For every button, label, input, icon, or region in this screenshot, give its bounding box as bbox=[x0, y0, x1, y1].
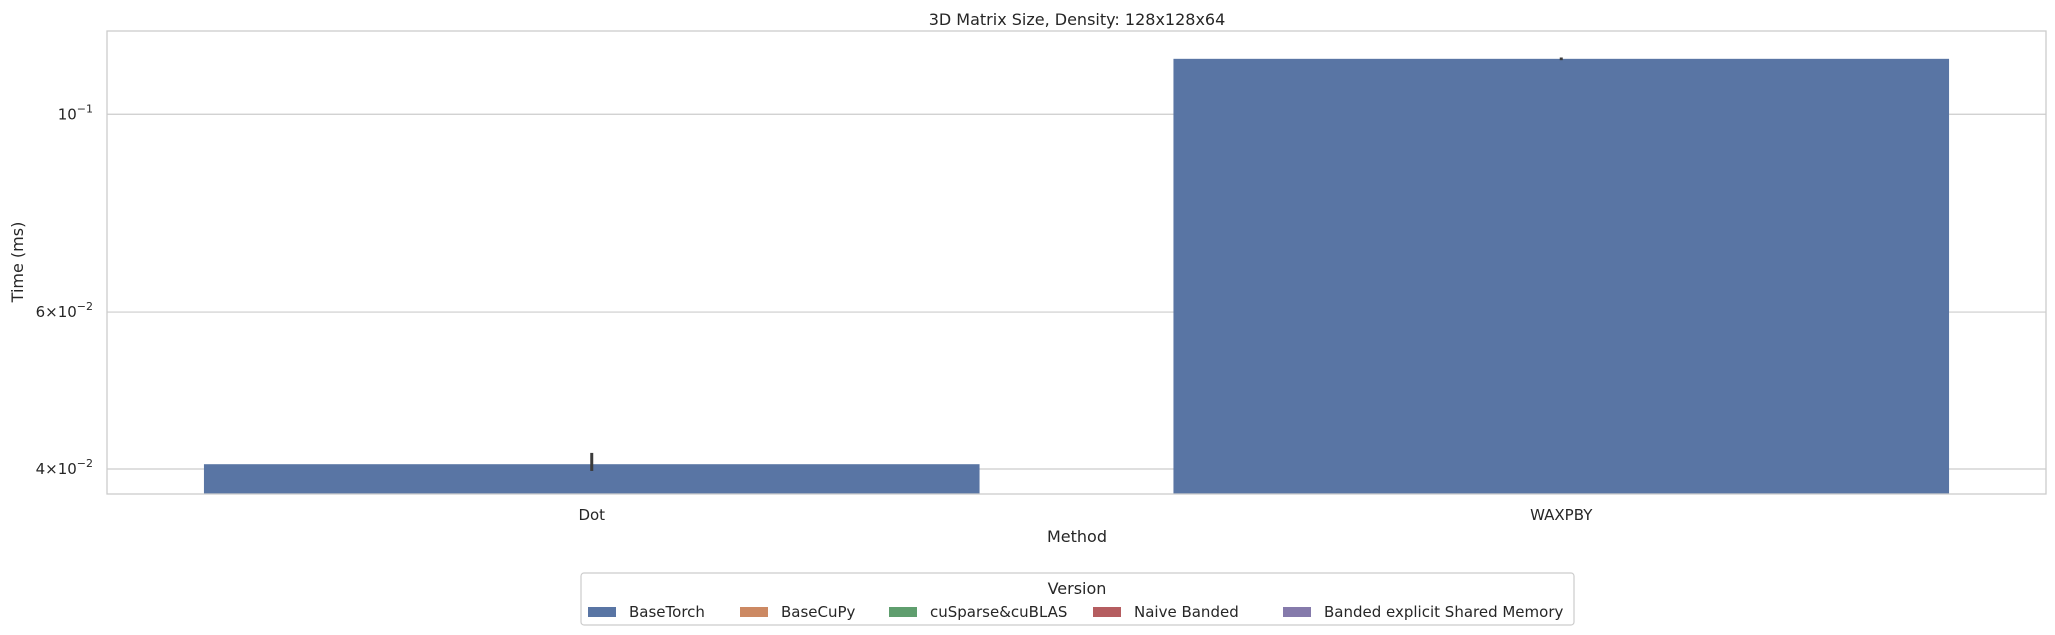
y-tick-label: 6×10−2 bbox=[36, 300, 93, 321]
legend-item: BaseCuPy bbox=[740, 603, 856, 621]
legend-swatch bbox=[588, 607, 616, 617]
legend-item: BaseTorch bbox=[588, 603, 705, 621]
y-axis-label: Time (ms) bbox=[8, 222, 27, 304]
legend-label: BaseCuPy bbox=[781, 603, 856, 621]
legend: Version BaseTorch BaseCuPy cuSparse&cuBLAS… bbox=[580, 572, 1575, 626]
y-tick-label: 4×10−2 bbox=[36, 457, 93, 478]
legend-item: Banded explicit Shared Memory bbox=[1283, 603, 1563, 621]
legend-label: Banded explicit Shared Memory bbox=[1324, 603, 1563, 621]
legend-swatch bbox=[889, 607, 917, 617]
legend-swatch bbox=[740, 607, 768, 617]
error-bars bbox=[590, 57, 1563, 471]
plot-frame bbox=[106, 30, 2047, 495]
legend-label: cuSparse&cuBLAS bbox=[930, 603, 1067, 621]
legend-swatch bbox=[1093, 607, 1121, 617]
legend-items: BaseTorch BaseCuPy cuSparse&cuBLAS Naive Ba… bbox=[588, 603, 1563, 621]
legend-label: BaseTorch bbox=[629, 603, 705, 621]
legend-item: cuSparse&cuBLAS bbox=[889, 603, 1067, 621]
bars bbox=[203, 58, 1950, 495]
legend-label: Naive Banded bbox=[1134, 603, 1239, 621]
legend-swatch bbox=[1283, 607, 1311, 617]
y-tick-label: 10−1 bbox=[58, 102, 93, 123]
chart-title: 3D Matrix Size, Density: 128x128x64 bbox=[929, 10, 1226, 29]
bar-waxpby bbox=[1173, 58, 1950, 495]
x-tick-label: WAXPBY bbox=[1530, 506, 1593, 524]
legend-item: Naive Banded bbox=[1093, 603, 1239, 621]
x-tick-labels: Dot WAXPBY bbox=[578, 506, 1593, 524]
x-tick-label: Dot bbox=[578, 506, 605, 524]
x-axis-label: Method bbox=[1047, 527, 1107, 546]
legend-title: Version bbox=[1048, 579, 1107, 598]
y-tick-labels: 4×10−2 6×10−2 10−1 bbox=[36, 102, 93, 478]
legend-frame bbox=[580, 572, 1575, 626]
